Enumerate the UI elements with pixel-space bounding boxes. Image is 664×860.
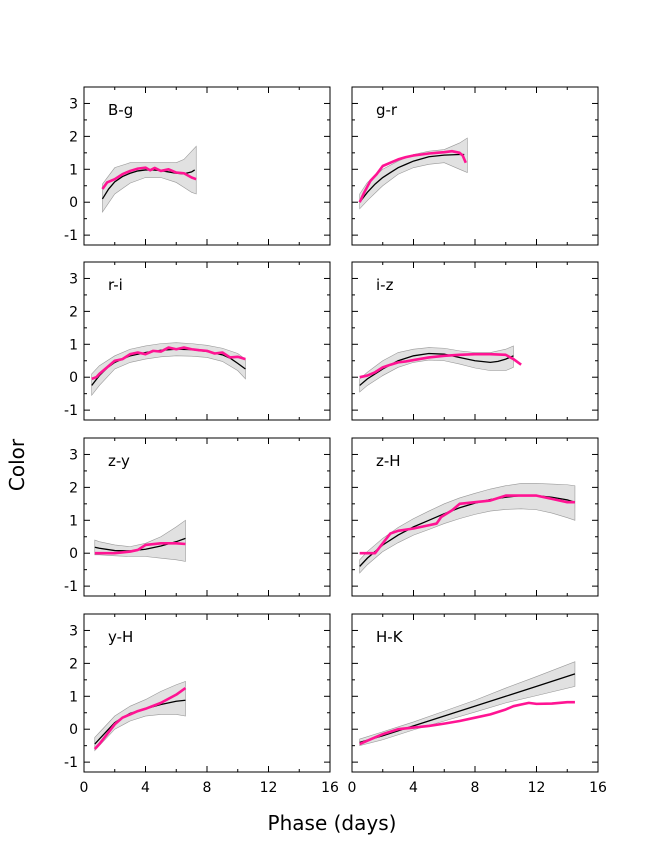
observed-line — [101, 166, 197, 190]
panel-title: z-y — [108, 452, 130, 470]
y-tick-label: 2 — [69, 656, 78, 672]
panel-r-i: -1 0 1 2 3 r-i — [64, 261, 331, 421]
x-tick-label: 4 — [141, 780, 150, 796]
panel-title: g-r — [376, 101, 398, 119]
x-tick-label: 16 — [589, 780, 607, 796]
x-tick-label: 0 — [348, 780, 357, 796]
y-tick-label: 1 — [69, 162, 78, 178]
panel-title: H-K — [376, 628, 404, 646]
panel-b-g: -1 0 1 2 3 B-g — [64, 86, 331, 246]
y-tick-label: 3 — [69, 447, 78, 463]
y-tick-label: 0 — [69, 370, 78, 386]
y-tick-label: 1 — [69, 689, 78, 705]
y-tick-label: 2 — [69, 480, 78, 496]
y-tick-label: 3 — [69, 271, 78, 287]
y-tick-label: 1 — [69, 337, 78, 353]
panel-title: r-i — [108, 276, 123, 294]
y-axis-title: Color — [5, 438, 29, 491]
y-tick-label: 3 — [69, 623, 78, 639]
confidence-band — [359, 345, 514, 393]
observed-line — [359, 352, 522, 379]
x-axis-title: Phase (days) — [268, 811, 397, 835]
y-tick-label: 3 — [69, 96, 78, 112]
x-tick-label: 8 — [203, 780, 212, 796]
panel-title: B-g — [108, 101, 133, 119]
y-tick-label: -1 — [64, 403, 78, 419]
x-tick-label: 0 — [80, 780, 89, 796]
panel-g-r: g-r — [351, 86, 599, 246]
confidence-band — [102, 145, 197, 214]
observed-line — [358, 149, 467, 203]
y-tick-label: 0 — [69, 195, 78, 211]
y-tick-label: -1 — [64, 228, 78, 244]
x-tick-label: 16 — [321, 780, 339, 796]
y-tick-label: 2 — [69, 129, 78, 145]
observed-line — [94, 542, 186, 555]
panel-title: y-H — [108, 628, 133, 646]
y-tick-label: 0 — [69, 722, 78, 738]
confidence-band — [359, 661, 576, 747]
panel-z-y: -1 0 1 2 3 z-y — [64, 437, 331, 597]
y-tick-label: 2 — [69, 304, 78, 320]
confidence-band — [359, 483, 576, 574]
x-tick-label: 8 — [471, 780, 480, 796]
model-line — [359, 352, 514, 386]
confidence-band — [94, 681, 186, 752]
y-tick-label: -1 — [64, 579, 78, 595]
y-tick-label: 0 — [69, 546, 78, 562]
panel-i-z: i-z — [351, 261, 599, 421]
x-tick-label: 12 — [528, 780, 546, 796]
confidence-band — [94, 519, 186, 562]
observed-line — [359, 494, 575, 555]
panel-h-k: 0 4 8 12 16 H-K — [348, 613, 607, 796]
observed-line — [93, 687, 187, 750]
model-line — [359, 673, 576, 744]
x-tick-label: 12 — [260, 780, 278, 796]
y-tick-label: -1 — [64, 755, 78, 771]
panel-z-h: z-H — [351, 437, 599, 597]
confidence-band — [91, 342, 246, 397]
model-line — [359, 153, 465, 203]
observed-line — [91, 346, 246, 381]
panel-title: z-H — [376, 452, 401, 470]
x-tick-label: 4 — [409, 780, 418, 796]
observed-line — [359, 700, 575, 746]
panel-title: i-z — [376, 276, 394, 294]
y-tick-label: 1 — [69, 513, 78, 529]
